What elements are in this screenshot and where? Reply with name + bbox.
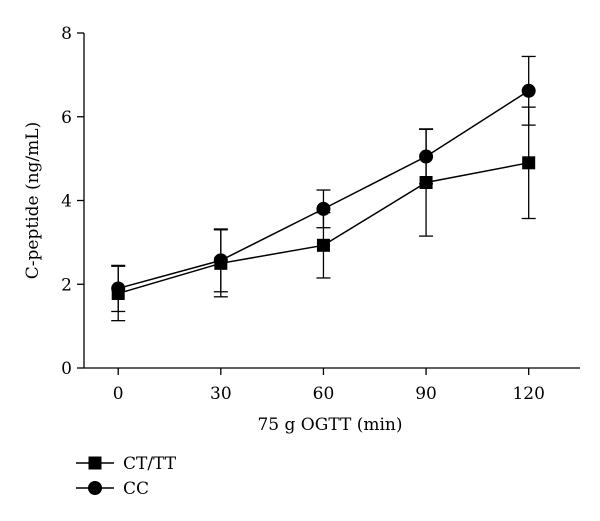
data-point-circle: [213, 253, 228, 268]
data-point-square: [316, 238, 330, 252]
x-tick-label: 30: [210, 384, 232, 404]
data-point-square: [522, 156, 536, 170]
legend-circle-marker: [88, 481, 102, 495]
chart-axes: [83, 33, 580, 369]
data-point-circle: [521, 83, 536, 98]
series-layer: [111, 55, 536, 322]
x-tick-label: 0: [113, 384, 124, 404]
legend-item: CT/TT: [76, 454, 177, 474]
legend: CT/TT CC: [76, 454, 177, 499]
legend-label: CC: [123, 479, 149, 499]
data-point-circle: [111, 281, 126, 296]
x-tick-label: 90: [415, 384, 437, 404]
y-axis-ticks: 0 2 4 6 8: [61, 24, 84, 379]
y-tick-label: 8: [61, 24, 72, 44]
y-axis-title: C-peptide (ng/mL): [23, 122, 43, 279]
legend-square-marker: [88, 456, 102, 470]
series-cc: [111, 55, 536, 313]
x-axis-ticks: 0 30 60 90 120: [113, 368, 545, 404]
y-tick-label: 4: [61, 192, 72, 212]
y-tick-label: 0: [61, 359, 72, 379]
y-tick-label: 6: [61, 108, 72, 128]
legend-item: CC: [76, 479, 149, 499]
x-tick-label: 60: [313, 384, 335, 404]
x-tick-label: 120: [512, 384, 544, 404]
data-point-circle: [316, 201, 331, 216]
legend-label: CT/TT: [123, 454, 177, 474]
y-tick-label: 2: [61, 275, 72, 295]
x-axis-title: 75 g OGTT (min): [257, 415, 402, 435]
data-point-circle: [419, 149, 434, 164]
